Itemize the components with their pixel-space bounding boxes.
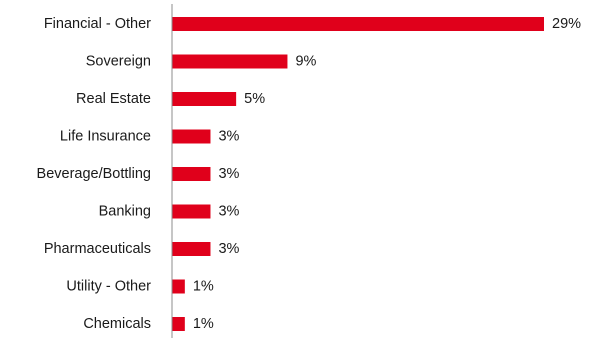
bar xyxy=(172,129,211,144)
category-label: Chemicals xyxy=(83,316,151,332)
value-label: 5% xyxy=(244,91,265,107)
value-label: 1% xyxy=(193,316,214,332)
value-label: 9% xyxy=(295,54,316,70)
bar xyxy=(172,279,185,294)
category-label: Banking xyxy=(99,204,151,220)
value-labels: 29% 9% 5% 3% 3% 3% 3% 1% 1% xyxy=(193,16,581,332)
value-label: 3% xyxy=(218,241,239,257)
category-label: Utility - Other xyxy=(66,279,151,295)
value-label: 1% xyxy=(193,279,214,295)
value-label: 3% xyxy=(218,166,239,182)
bar xyxy=(172,92,237,106)
category-label: Life Insurance xyxy=(60,129,151,145)
category-label: Beverage/Bottling xyxy=(37,166,151,182)
bars-group xyxy=(172,17,544,331)
bar xyxy=(172,17,544,31)
category-label: Sovereign xyxy=(86,54,151,70)
category-label: Financial - Other xyxy=(44,16,151,32)
bar xyxy=(172,317,185,331)
bar xyxy=(172,242,211,256)
category-label: Pharmaceuticals xyxy=(44,241,151,257)
bar xyxy=(172,54,288,69)
bar xyxy=(172,167,211,181)
category-label: Real Estate xyxy=(76,91,151,107)
category-labels: Financial - Other Sovereign Real Estate Lif… xyxy=(37,16,152,332)
bar xyxy=(172,204,211,219)
value-label: 3% xyxy=(218,129,239,145)
value-label: 3% xyxy=(218,204,239,220)
value-label: 29% xyxy=(552,16,581,32)
